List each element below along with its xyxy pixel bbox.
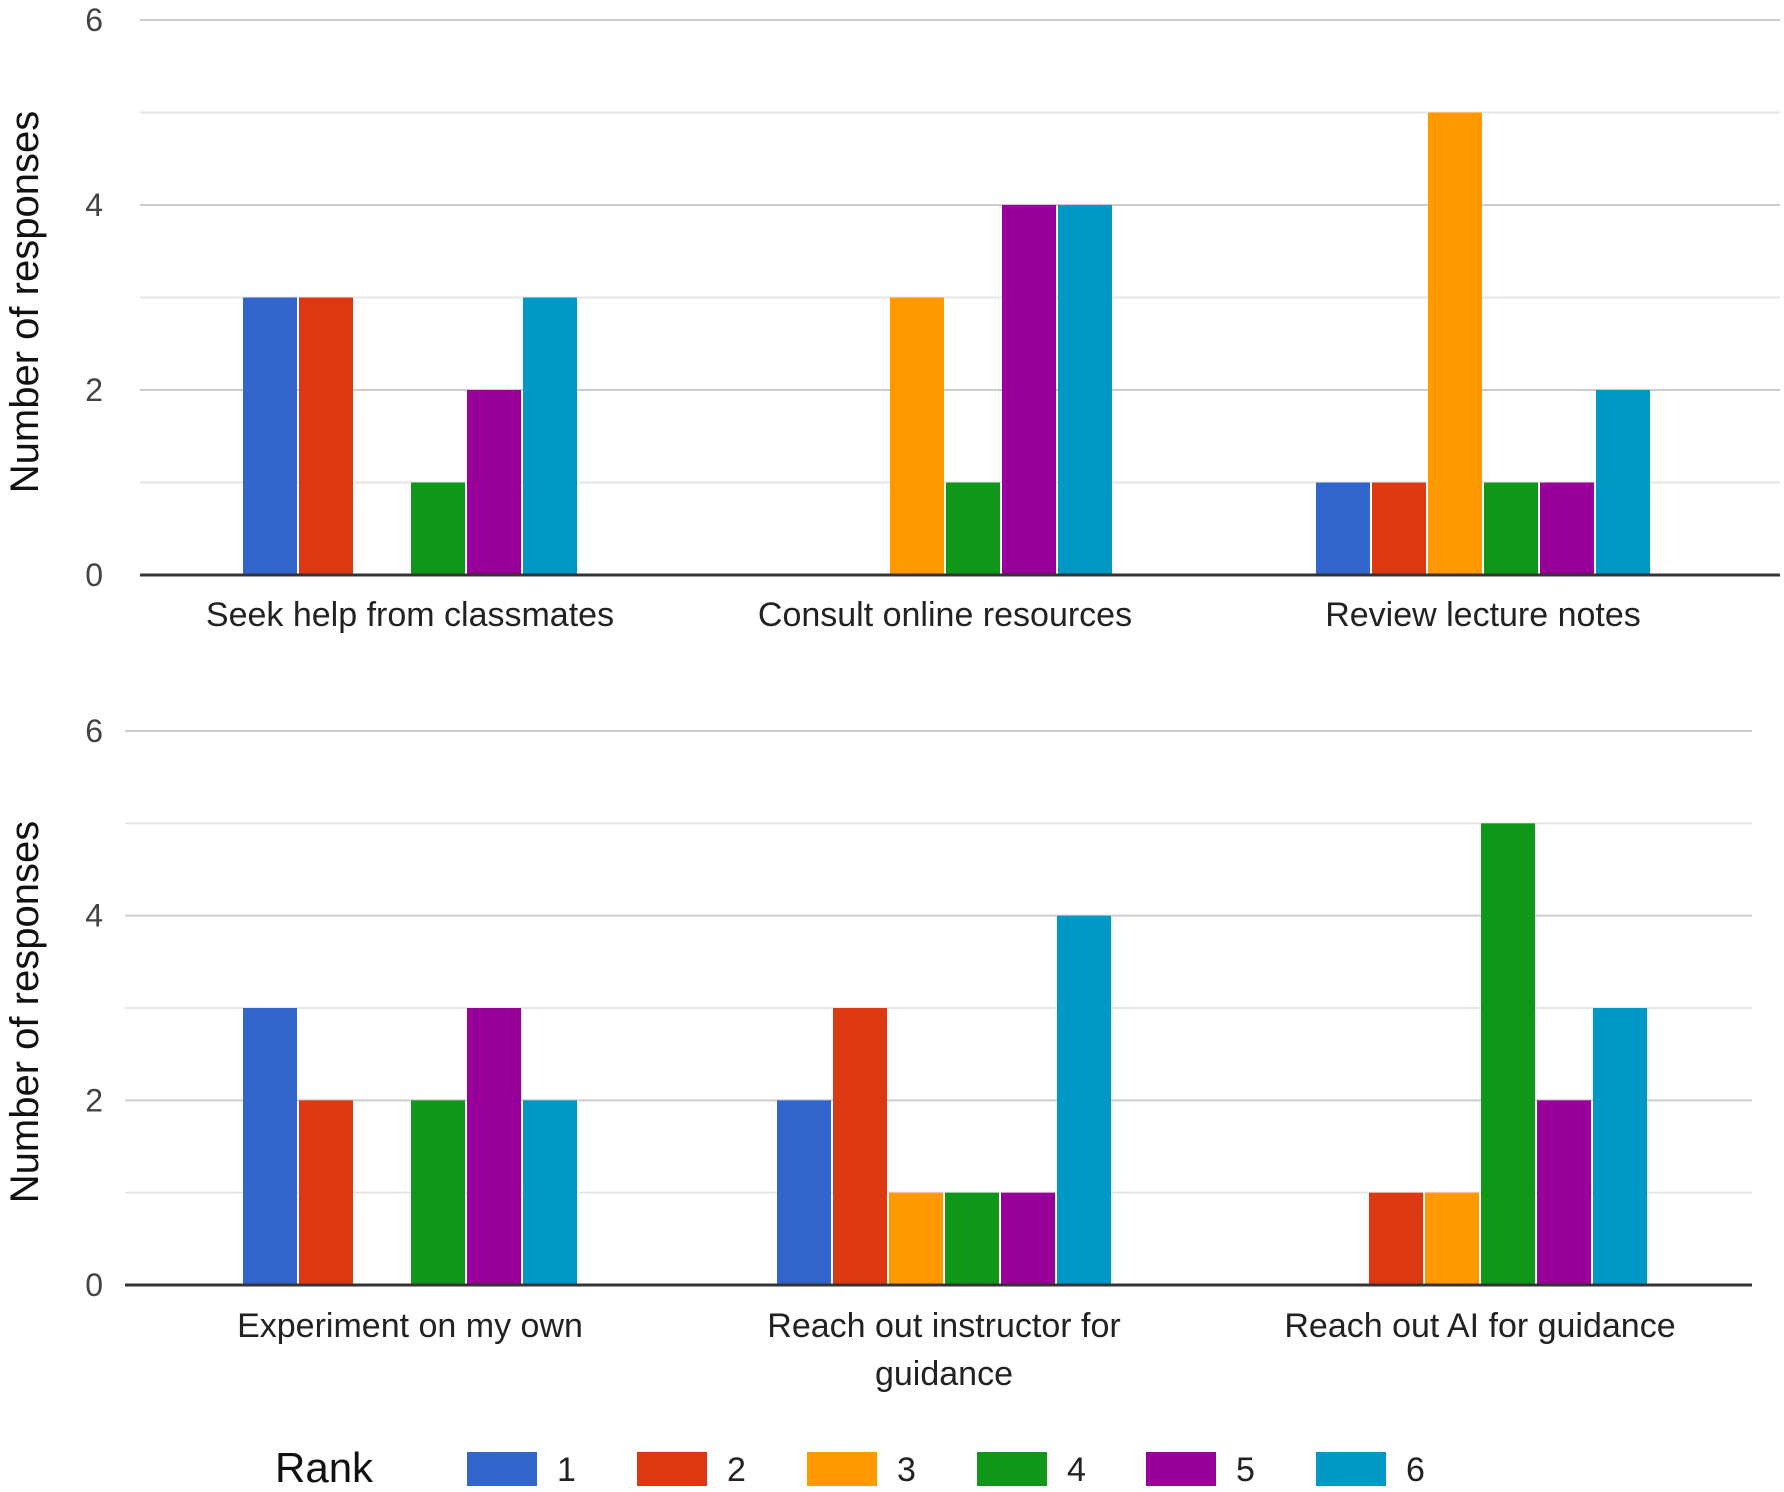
chart-panel-2: 0 2 4 6 Experiment on my own Reach out instru… xyxy=(3,713,1752,1393)
y-tick-label: 0 xyxy=(85,557,103,593)
bar-rank-1-group-2 xyxy=(777,1100,831,1285)
y-tick-label: 2 xyxy=(85,1082,103,1118)
bar-rank-5-group-3 xyxy=(1540,482,1594,575)
category-label: Review lecture notes xyxy=(1325,596,1641,634)
bar-rank-2-group-2 xyxy=(833,1008,887,1285)
y-tick-label: 2 xyxy=(85,372,103,408)
y-axis-title: Number of responses xyxy=(3,111,47,493)
legend-swatch-4 xyxy=(977,1452,1047,1486)
category-label: Reach out instructor for guidance xyxy=(767,1307,1120,1393)
legend-swatch-1 xyxy=(467,1452,537,1486)
legend-label-3: 3 xyxy=(897,1451,916,1489)
bar-rank-6-group-3 xyxy=(1593,1008,1647,1285)
bar-rank-4-group-1 xyxy=(411,1100,465,1285)
bar-rank-5-group-1 xyxy=(467,1008,521,1285)
legend-label-4: 4 xyxy=(1067,1451,1086,1489)
y-tick-label: 4 xyxy=(85,898,103,934)
y-tick-label: 4 xyxy=(85,187,103,223)
bar-rank-4-group-3 xyxy=(1484,482,1538,575)
legend-title: Rank xyxy=(275,1444,374,1491)
y-tick-label: 0 xyxy=(85,1267,103,1303)
bar-rank-4-group-2 xyxy=(945,1192,999,1285)
bar-rank-6-group-1 xyxy=(523,297,577,575)
chart-panel-1: 0 2 4 6 Seek help from classmates Consult onl… xyxy=(3,2,1780,634)
bar-rank-1-group-1 xyxy=(243,1008,297,1285)
legend-label-1: 1 xyxy=(557,1451,576,1489)
legend-label-2: 2 xyxy=(727,1451,746,1489)
legend-swatch-3 xyxy=(807,1452,877,1486)
bar-rank-5-group-3 xyxy=(1537,1100,1591,1285)
bar-rank-1-group-3 xyxy=(1316,482,1370,575)
bar-rank-5-group-2 xyxy=(1002,205,1056,575)
bar-rank-6-group-1 xyxy=(523,1100,577,1285)
bar-rank-3-group-3 xyxy=(1428,112,1482,575)
y-tick-label: 6 xyxy=(85,2,103,38)
bar-rank-3-group-2 xyxy=(890,297,944,575)
bar-rank-2-group-3 xyxy=(1372,482,1426,575)
bar-rank-6-group-2 xyxy=(1058,205,1112,575)
category-label: Consult online resources xyxy=(758,596,1132,634)
bar-rank-2-group-1 xyxy=(299,297,353,575)
legend: Rank 1 2 3 4 5 6 xyxy=(275,1444,1425,1491)
y-axis-title: Number of responses xyxy=(3,821,47,1203)
category-label: Experiment on my own xyxy=(237,1307,583,1345)
category-label: Reach out AI for guidance xyxy=(1284,1307,1675,1345)
legend-label-5: 5 xyxy=(1236,1451,1255,1489)
legend-swatch-2 xyxy=(637,1452,707,1486)
legend-swatch-6 xyxy=(1316,1452,1386,1486)
bar-rank-1-group-1 xyxy=(243,297,297,575)
bar-rank-4-group-1 xyxy=(411,482,465,575)
bar-rank-2-group-3 xyxy=(1369,1192,1423,1285)
bar-rank-4-group-3 xyxy=(1481,823,1535,1285)
bar-rank-5-group-2 xyxy=(1001,1192,1055,1285)
bar-rank-6-group-3 xyxy=(1596,390,1650,575)
bar-rank-2-group-1 xyxy=(299,1100,353,1285)
legend-swatch-5 xyxy=(1146,1452,1216,1486)
bar-rank-3-group-2 xyxy=(889,1192,943,1285)
category-label: Seek help from classmates xyxy=(206,596,614,634)
bar-rank-4-group-2 xyxy=(946,482,1000,575)
bar-rank-3-group-3 xyxy=(1425,1192,1479,1285)
bar-rank-6-group-2 xyxy=(1057,915,1111,1285)
y-tick-label: 6 xyxy=(85,713,103,749)
bar-rank-5-group-1 xyxy=(467,390,521,575)
legend-label-6: 6 xyxy=(1406,1451,1425,1489)
